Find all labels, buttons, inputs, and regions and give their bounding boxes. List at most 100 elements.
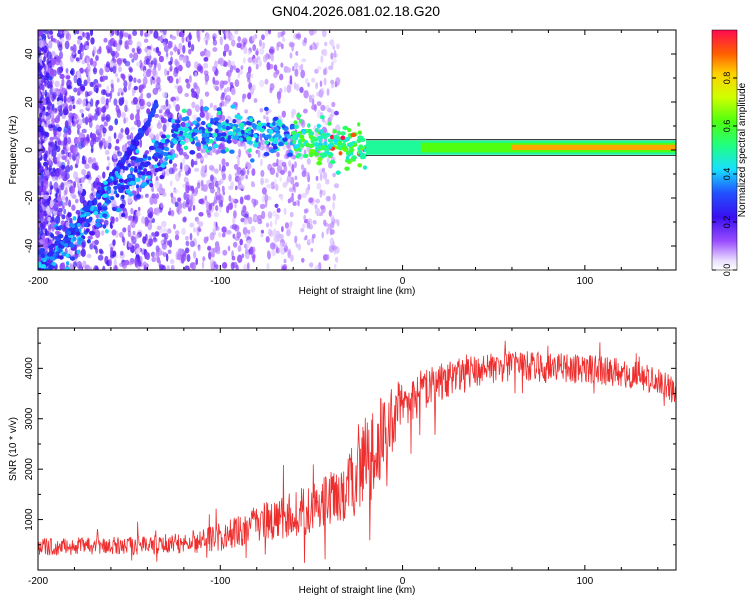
spectrogram-noise-point xyxy=(310,247,314,253)
spectrogram-signal-point xyxy=(309,152,314,158)
x-tick-label: -100 xyxy=(210,276,230,287)
spectrogram-signal-point xyxy=(233,135,240,140)
spectrogram-noise-point xyxy=(237,73,241,79)
spectrogram-noise-point xyxy=(139,59,143,69)
spectrogram-noise-point xyxy=(212,76,216,85)
spectrogram-signal-point xyxy=(192,120,198,125)
spectrogram-noise-point xyxy=(86,253,92,259)
spectrogram-noise-point xyxy=(239,196,244,205)
spectrogram-noise-point xyxy=(185,78,190,84)
spectrogram-signal-point xyxy=(207,127,213,132)
spectrogram-noise-point xyxy=(175,96,180,102)
spectrogram-noise-point xyxy=(275,69,280,75)
spectrogram-signal-point xyxy=(268,129,274,134)
spectrogram-noise-point xyxy=(260,177,264,186)
spectrogram-noise-point xyxy=(40,227,43,236)
spectrogram-signal-point xyxy=(210,120,215,125)
spectrogram-signal-point xyxy=(113,185,118,190)
spectrogram-noise-point xyxy=(223,88,227,96)
spectrogram-signal-point xyxy=(164,156,169,161)
spectrogram-signal-point xyxy=(175,123,181,128)
spectrogram-noise-point xyxy=(316,182,322,190)
spectrogram-signal-point xyxy=(38,267,42,270)
spectrogram-noise-point xyxy=(129,53,134,59)
spectrogram-noise-point xyxy=(200,186,205,192)
spectrogram-noise-point xyxy=(135,113,140,122)
spectrogram-noise-point xyxy=(224,100,230,104)
spectrogram-signal-point xyxy=(237,115,243,120)
colorbar-ticks: 0.0 0.2 0.4 0.6 0.8 xyxy=(712,72,737,276)
spectrogram-noise-point xyxy=(137,267,141,270)
spectrogram-noise-point xyxy=(122,227,127,233)
spectrogram-signal-point xyxy=(217,110,222,116)
spectrogram-noise-point xyxy=(46,198,51,206)
spectrogram-signal-point xyxy=(247,130,252,135)
spectrogram-noise-point xyxy=(87,235,93,240)
spectrogram-noise-point xyxy=(178,76,181,84)
snr-panel: -200 -100 0 100 1000 2000 3000 4000 Height of … xyxy=(8,327,677,596)
spectrogram-noise-point xyxy=(113,98,118,106)
spectrogram-noise-point xyxy=(189,222,195,228)
spectrogram-noise-point xyxy=(143,69,146,76)
spectrogram-noise-point xyxy=(107,161,111,169)
spectrogram-signal-point xyxy=(344,166,350,171)
spectrogram-noise-point xyxy=(269,229,274,238)
spectrogram-signal-point xyxy=(357,130,362,135)
spectrogram-noise-point xyxy=(84,116,89,125)
spectrogram-noise-point xyxy=(247,92,252,100)
spectrogram-noise-point xyxy=(55,192,58,199)
spectrogram-signal-point xyxy=(317,135,324,140)
spectrogram-noise-point xyxy=(209,102,213,108)
spectrogram-noise-point xyxy=(38,204,41,210)
spectrogram-noise-point xyxy=(316,42,319,47)
spectrogram-noise-point xyxy=(132,230,136,236)
spectrogram-noise-point xyxy=(198,212,204,217)
spectrogram-noise-point xyxy=(93,85,99,93)
spectrogram-signal-point xyxy=(266,122,271,127)
spectrogram-noise-point xyxy=(295,243,299,248)
spectrogram-noise-point xyxy=(247,229,251,235)
spectrogram-signal-point xyxy=(142,154,148,159)
spectrogram-signal-point xyxy=(65,253,70,258)
spectrogram-signal-point xyxy=(256,126,262,131)
spectrogram-noise-point xyxy=(38,161,41,170)
spectrogram-noise-point xyxy=(206,236,209,242)
spectrogram-noise-point xyxy=(90,98,94,107)
spectrogram-noise-point xyxy=(192,196,196,204)
spectrogram-noise-point xyxy=(76,39,81,45)
spectrogram-signal-point xyxy=(171,124,177,129)
spectrogram-noise-point xyxy=(184,92,189,98)
spectrogram-noise-point xyxy=(294,161,297,169)
spectrogram-noise-point xyxy=(218,163,222,172)
spectrogram-signal-point xyxy=(284,140,288,146)
spectrogram-signal-point xyxy=(207,146,213,151)
spectrogram-diagonal-point xyxy=(130,145,134,150)
spectrogram-signal-point xyxy=(110,196,115,201)
spectrogram-signal-point xyxy=(216,132,223,138)
spectrogram-noise-point xyxy=(59,38,65,43)
spectrogram-noise-point xyxy=(269,220,273,228)
spectrogram-signal-point xyxy=(261,133,266,138)
spectrogram-noise-point xyxy=(162,41,167,46)
spectrogram-signal-point xyxy=(98,202,102,207)
spectrogram-signal-point xyxy=(302,130,306,135)
spectrogram-noise-point xyxy=(103,37,108,43)
spectrogram-signal-point xyxy=(330,134,335,140)
spectrogram-noise-point xyxy=(44,216,48,224)
spectrogram-noise-point xyxy=(188,32,192,41)
spectrogram-noise-point xyxy=(212,47,218,52)
spectrogram-signal-point xyxy=(55,226,60,231)
spectrogram-signal-point xyxy=(175,119,181,124)
spectrogram-noise-point xyxy=(184,265,190,270)
spectrogram-noise-point xyxy=(195,104,200,113)
spectrogram-noise-point xyxy=(272,210,277,217)
spectrogram-noise-point xyxy=(114,118,118,126)
spectrogram-noise-point xyxy=(38,127,42,133)
spectrogram-noise-point xyxy=(246,262,250,270)
spectrogram-noise-point xyxy=(238,148,242,158)
spectrogram-noise-point xyxy=(73,87,78,93)
spectrogram-noise-point xyxy=(161,242,167,250)
spectrogram-signal-point xyxy=(157,154,162,159)
spectrogram-noise-point xyxy=(162,227,168,234)
spectrogram-noise-point xyxy=(56,188,60,194)
